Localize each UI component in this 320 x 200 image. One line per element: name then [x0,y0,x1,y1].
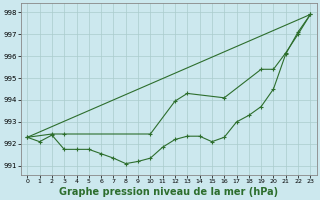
X-axis label: Graphe pression niveau de la mer (hPa): Graphe pression niveau de la mer (hPa) [59,187,278,197]
